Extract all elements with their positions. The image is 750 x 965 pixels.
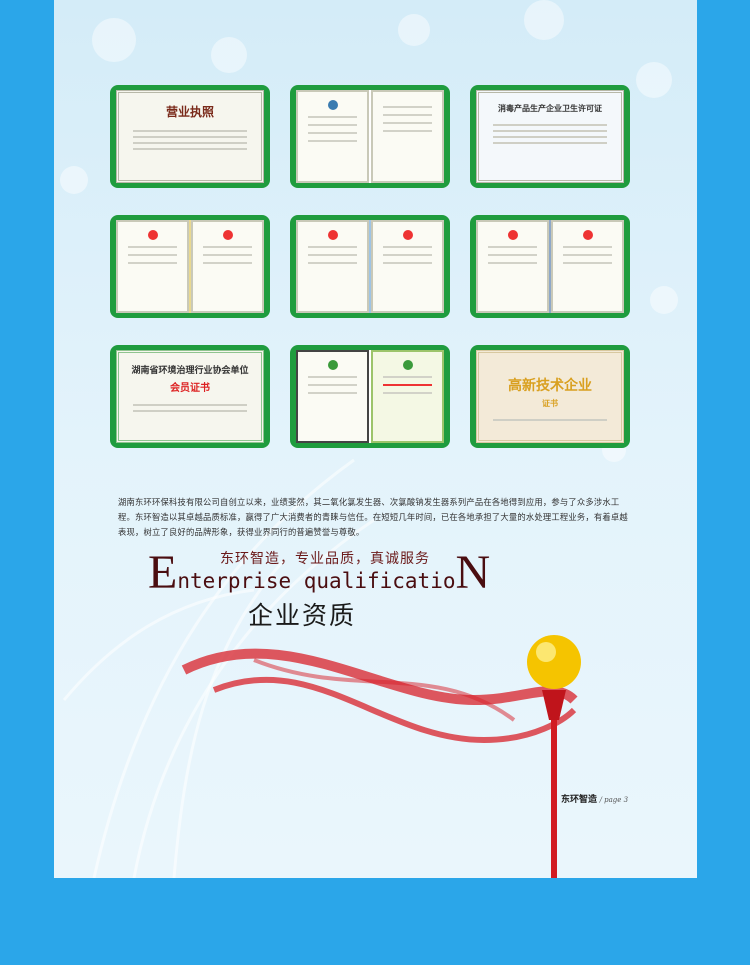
certificate-high-tech[interactable]: 高新技术企业 证书 bbox=[470, 345, 630, 448]
certificate-sanitation-approval[interactable] bbox=[290, 85, 450, 188]
slogan: 东环智造，专业品质，真诚服务 bbox=[220, 551, 430, 567]
certificate-environmental[interactable] bbox=[290, 215, 450, 318]
certificate-title: 营业执照 bbox=[165, 105, 214, 119]
page-number: / page 3 bbox=[599, 796, 629, 804]
certificate-title: 高新技术企业 bbox=[508, 378, 592, 394]
title-initial: E bbox=[148, 546, 178, 599]
certificate-subtitle: 证书 bbox=[542, 398, 558, 408]
footer-brand: 东环智造 bbox=[561, 795, 598, 805]
certificate-membership[interactable]: 湖南省环境治理行业协会单位 会员证书 bbox=[110, 345, 270, 448]
title-final: N bbox=[455, 546, 491, 599]
certificate-title: 湖南省环境治理行业协会单位 bbox=[131, 366, 249, 376]
title-middle: nterprise qualificatio bbox=[177, 569, 456, 593]
lamp-post bbox=[527, 635, 581, 878]
page-footer: 东环智造 / page 3 bbox=[561, 792, 628, 805]
chinese-title: 企业资质 bbox=[248, 601, 357, 630]
certificate-ohs[interactable] bbox=[110, 215, 270, 318]
certificate-quality[interactable] bbox=[470, 215, 630, 318]
company-intro: 湖南东环环保科技有限公司自创立以来，业绩斐然，其二氧化氯发生器、次氯酸钠发生器系… bbox=[118, 497, 628, 537]
red-ribbon bbox=[181, 648, 578, 744]
certificate-business-license[interactable]: 营业执照 bbox=[110, 85, 270, 188]
certificate-hygiene-permit[interactable]: 消毒产品生产企业卫生许可证 bbox=[470, 85, 630, 188]
english-title: Enterprise qualificatioN bbox=[148, 549, 490, 597]
certificate-service-capability[interactable] bbox=[290, 345, 450, 448]
certificate-title: 消毒产品生产企业卫生许可证 bbox=[498, 103, 602, 113]
floral-background-decoration bbox=[60, 0, 678, 878]
certificate-subtitle: 会员证书 bbox=[170, 383, 210, 394]
